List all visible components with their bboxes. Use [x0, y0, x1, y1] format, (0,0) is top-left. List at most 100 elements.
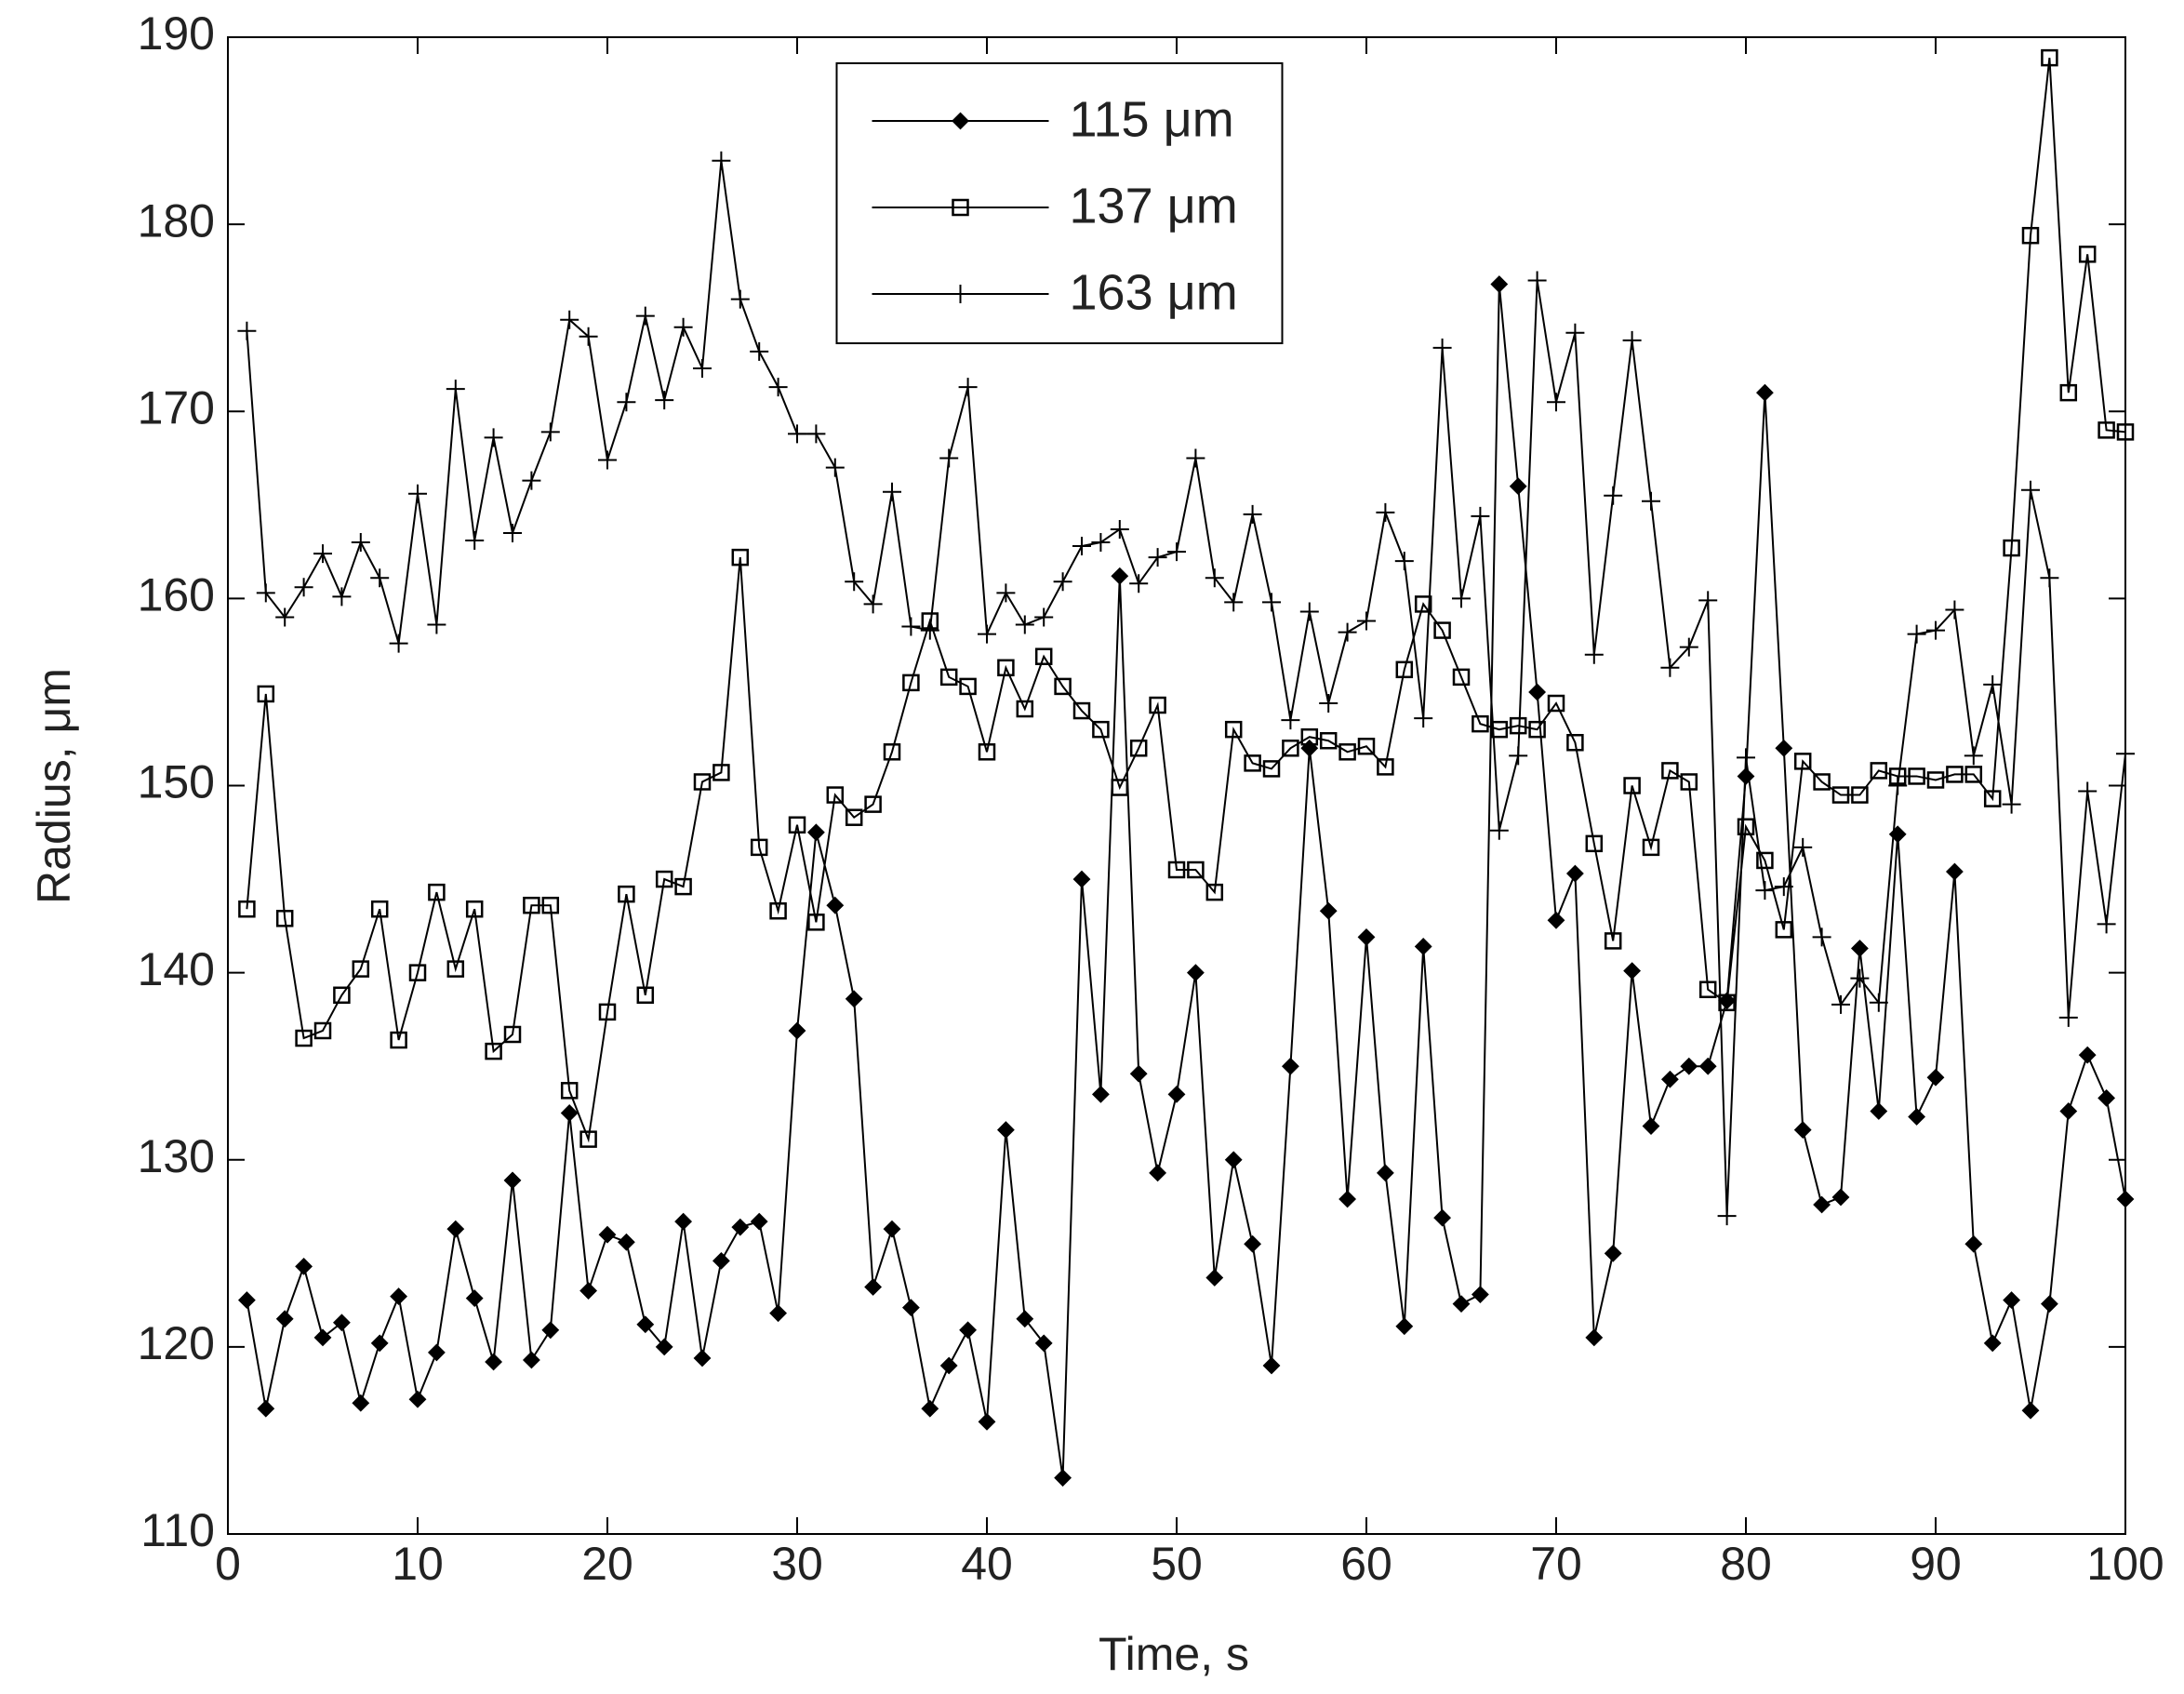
point	[370, 568, 390, 588]
point	[769, 902, 787, 920]
point	[446, 960, 465, 978]
point	[674, 1212, 693, 1231]
point	[1262, 593, 1281, 612]
point	[427, 1343, 446, 1362]
point	[295, 1257, 313, 1275]
point	[788, 1021, 806, 1040]
point	[1604, 1244, 1622, 1262]
point	[1680, 1057, 1698, 1075]
point	[1908, 1108, 1926, 1126]
point	[1926, 1068, 1945, 1087]
point	[1110, 519, 1129, 539]
x-tick-label: 30	[771, 1538, 823, 1590]
point	[883, 1220, 901, 1238]
point	[1414, 938, 1432, 955]
point	[294, 578, 313, 597]
x-tick-label: 80	[1720, 1538, 1772, 1590]
point	[2059, 383, 2078, 402]
point	[768, 378, 788, 397]
point	[1244, 754, 1261, 772]
point	[2021, 480, 2040, 500]
point	[1224, 593, 1244, 612]
point	[939, 1356, 958, 1375]
point	[883, 482, 901, 501]
point	[693, 358, 712, 378]
point	[806, 823, 825, 842]
point	[1756, 851, 1774, 870]
y-tick-label: 190	[138, 7, 215, 60]
point	[1338, 622, 1357, 642]
point	[959, 677, 977, 696]
point	[465, 1289, 484, 1307]
y-tick-label: 110	[140, 1504, 215, 1556]
point	[1509, 477, 1527, 496]
point	[1281, 1057, 1299, 1075]
point	[2097, 421, 2115, 439]
point	[1129, 574, 1149, 594]
point	[598, 450, 617, 470]
x-axis-label: Time, s	[1099, 1628, 1249, 1680]
point	[1813, 1195, 1831, 1214]
point	[1224, 720, 1243, 739]
point	[1129, 740, 1148, 757]
plot-frame	[227, 36, 2126, 1535]
point	[1129, 1064, 1148, 1083]
legend-marker	[952, 112, 969, 130]
point	[1566, 733, 1584, 752]
point	[1054, 1469, 1072, 1487]
point	[1472, 714, 1489, 733]
point	[1604, 932, 1622, 950]
point	[636, 986, 655, 1005]
x-tick-label: 10	[392, 1538, 444, 1590]
point	[959, 1321, 978, 1340]
y-tick-label: 160	[138, 569, 215, 621]
point	[997, 659, 1015, 677]
point	[1319, 901, 1338, 920]
point	[1680, 773, 1698, 791]
point	[389, 634, 408, 653]
point	[617, 1233, 635, 1251]
point	[1698, 1057, 1717, 1075]
point	[996, 1121, 1015, 1139]
point	[2021, 1401, 2040, 1420]
point	[845, 808, 863, 826]
point	[1584, 645, 1604, 664]
point	[1661, 762, 1679, 780]
y-tick-label: 170	[138, 381, 215, 434]
point	[731, 548, 750, 567]
point	[864, 795, 882, 813]
point	[636, 1315, 655, 1334]
point	[1111, 779, 1129, 796]
point	[1547, 911, 1565, 929]
point	[1983, 674, 2003, 694]
point	[2021, 226, 2040, 245]
point	[1585, 1328, 1604, 1347]
series-line	[246, 58, 2126, 1143]
point	[1433, 1208, 1452, 1227]
point	[845, 572, 864, 592]
point	[1357, 738, 1376, 755]
point	[1471, 1286, 1489, 1303]
point	[1660, 658, 1680, 677]
point	[237, 321, 257, 340]
point	[2003, 1291, 2021, 1310]
point	[1793, 753, 1812, 770]
point	[313, 544, 332, 564]
point	[864, 1278, 883, 1296]
point	[1205, 568, 1224, 588]
point	[1149, 696, 1166, 714]
point	[2040, 568, 2059, 588]
point	[1660, 1070, 1679, 1088]
point	[1793, 1121, 1812, 1139]
point	[1262, 760, 1281, 778]
point	[522, 1351, 540, 1369]
point	[2116, 1190, 2135, 1208]
point	[1642, 491, 1660, 511]
y-tick-label: 120	[138, 1317, 215, 1369]
point	[617, 393, 636, 412]
point	[1528, 720, 1546, 739]
point	[978, 1412, 996, 1431]
point	[1926, 771, 1945, 789]
point	[1945, 600, 1964, 620]
